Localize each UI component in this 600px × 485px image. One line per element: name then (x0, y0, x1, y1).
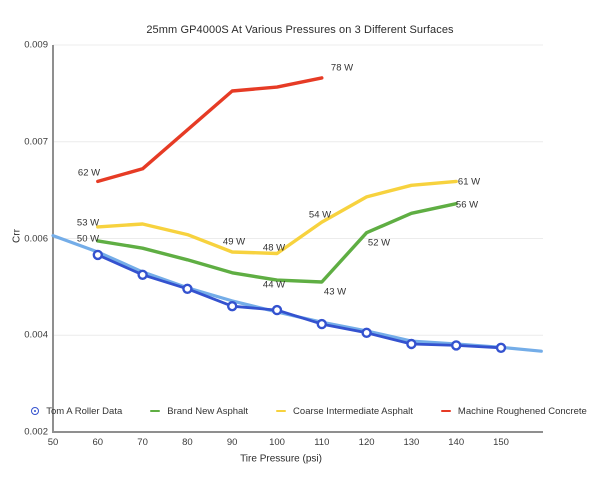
data-point-marker (226, 301, 238, 312)
legend-line-marker-icon (276, 409, 287, 413)
legend-item-label: Tom A Roller Data (46, 405, 123, 417)
x-tick-label: 130 (403, 437, 420, 448)
series-line (96, 76, 324, 184)
x-tick-label: 110 (314, 437, 330, 448)
legend-item: Brand New Asphalt (150, 406, 248, 417)
y-tick-label: 0.004 (24, 329, 48, 341)
x-tick-label: 120 (358, 437, 375, 448)
legend-line-marker-icon (150, 409, 161, 413)
x-axis-title: Tire Pressure (psi) (240, 453, 322, 465)
data-label: 52 W (367, 237, 391, 249)
legend-item: Coarse Intermediate Asphalt (276, 406, 413, 417)
data-label: 44 W (262, 279, 286, 291)
series-line (96, 201, 458, 284)
data-point-marker (451, 340, 462, 351)
legend-item-label: Machine Roughened Concrete (457, 405, 587, 417)
data-label: 49 W (222, 236, 246, 248)
data-label: 48 W (262, 242, 286, 254)
y-tick-label: 0.007 (24, 136, 48, 148)
legend-item-label: Brand New Asphalt (167, 405, 249, 417)
x-tick-label: 80 (182, 437, 193, 448)
legend: Tom A Roller Data Brand New Asphalt Coarse… (0, 403, 600, 419)
data-point-marker (271, 304, 283, 316)
x-tick-label: 140 (448, 437, 465, 448)
data-point-marker (361, 327, 372, 338)
data-point-marker (406, 338, 417, 350)
data-label: 50 W (76, 233, 100, 245)
chart-title: 25mm GP4000S At Various Pressures on 3 D… (146, 24, 454, 36)
x-tick-label: 60 (92, 437, 104, 448)
series-line (51, 234, 543, 353)
data-point-marker (137, 269, 148, 280)
data-label: 56 W (455, 199, 479, 211)
x-tick-label: 50 (47, 437, 59, 448)
legend-item: Machine Roughened Concrete (440, 405, 587, 417)
legend-item: Tom A Roller Data (31, 406, 122, 417)
data-label: 54 W (308, 209, 332, 221)
data-point-marker (316, 318, 327, 330)
legend-circle-marker-icon (31, 407, 40, 415)
data-label: 78 W (330, 62, 354, 74)
data-point-marker (495, 342, 507, 353)
data-point-marker (182, 283, 193, 294)
data-label: 43 W (323, 286, 347, 298)
x-tick-label: 70 (137, 437, 148, 448)
series-line (96, 179, 458, 256)
data-point-marker (92, 249, 104, 261)
x-tick-label: 100 (269, 437, 285, 448)
y-tick-label: 0.002 (24, 426, 48, 438)
x-tick-label: 90 (226, 437, 238, 448)
y-tick-label: 0.009 (24, 39, 48, 51)
legend-line-marker-icon (440, 409, 451, 413)
series-line (96, 253, 503, 350)
data-label: 61 W (457, 176, 481, 188)
x-tick-label: 150 (493, 437, 509, 448)
legend-item-label: Coarse Intermediate Asphalt (293, 405, 413, 417)
y-tick-label: 0.006 (24, 233, 48, 244)
data-label: 53 W (76, 217, 100, 229)
data-label: 62 W (77, 167, 101, 179)
